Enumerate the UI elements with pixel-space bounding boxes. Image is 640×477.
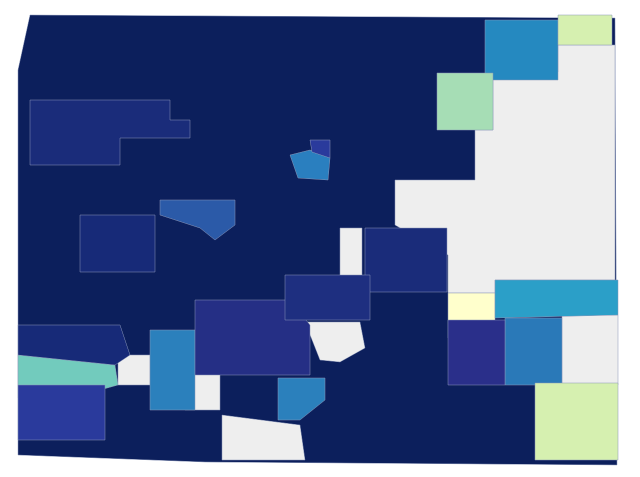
- county: [149, 329, 196, 411]
- county: [159, 199, 236, 241]
- county: [504, 317, 563, 386]
- county: [309, 139, 331, 159]
- county: [561, 314, 619, 386]
- county: [484, 19, 559, 81]
- county: [29, 99, 191, 166]
- county: [284, 274, 371, 321]
- county: [494, 279, 619, 319]
- county: [364, 227, 448, 293]
- county: [289, 149, 331, 181]
- county: [17, 384, 106, 441]
- county: [339, 227, 363, 279]
- county: [277, 377, 326, 421]
- county: [534, 382, 619, 461]
- county: [194, 299, 311, 376]
- county: [221, 414, 306, 461]
- county: [436, 72, 494, 131]
- county: [79, 214, 156, 273]
- county: [17, 324, 131, 366]
- county: [447, 319, 506, 386]
- county: [304, 321, 366, 363]
- county: [557, 14, 613, 46]
